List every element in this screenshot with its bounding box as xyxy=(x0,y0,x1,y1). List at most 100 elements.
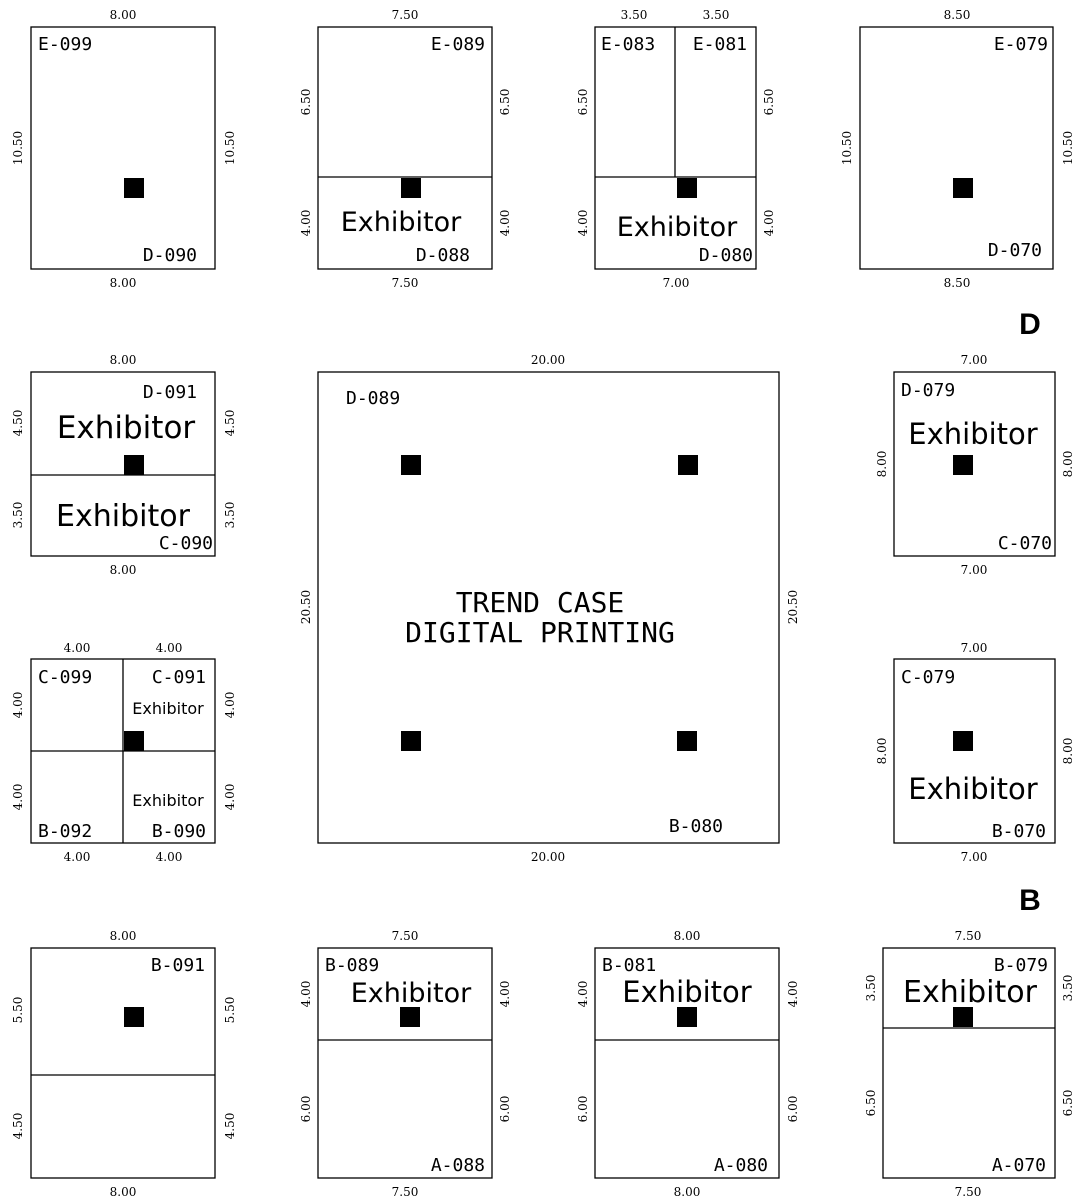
dimension-bottom: 7.50 xyxy=(392,276,419,290)
booth-d091-c090[interactable]: D-091 Exhibitor Exhibitor C-090 8.00 8.0… xyxy=(11,353,237,577)
column-marker xyxy=(677,731,697,751)
exhibitor-name-line2: DIGITAL PRINTING xyxy=(405,616,675,649)
dimension-right-lower: 4.50 xyxy=(223,1113,237,1140)
dimension-top-left: 3.50 xyxy=(621,8,648,22)
booth-code-e099: E-099 xyxy=(38,34,92,55)
exhibitor-label: Exhibitor xyxy=(617,212,738,243)
dimension-top: 8.00 xyxy=(110,929,137,943)
dimension-left-upper: 3.50 xyxy=(864,975,878,1002)
dimension-bottom: 7.50 xyxy=(392,1185,419,1199)
booth-code-b092: B-092 xyxy=(38,821,92,842)
booth-outline xyxy=(317,26,493,270)
column-marker xyxy=(124,1007,144,1027)
booth-outline xyxy=(859,26,1054,270)
dimension-bottom: 20.00 xyxy=(531,850,565,864)
dimension-top: 7.00 xyxy=(961,353,988,367)
dimension-left-lower: 4.50 xyxy=(11,1113,25,1140)
dimension-bottom: 8.50 xyxy=(944,276,971,290)
booth-c099-c091-b092-b090[interactable]: C-099 C-091 Exhibitor Exhibitor B-092 B-… xyxy=(11,641,237,864)
booth-d079-c070[interactable]: D-079 Exhibitor C-070 7.00 7.00 8.00 8.0… xyxy=(875,353,1075,577)
dimension-right-upper: 4.00 xyxy=(498,981,512,1008)
dimension-bottom: 7.00 xyxy=(961,563,988,577)
dimension-right: 10.50 xyxy=(1061,131,1075,165)
booth-code-d090: D-090 xyxy=(143,245,197,266)
column-marker xyxy=(678,455,698,475)
dimension-top: 7.00 xyxy=(961,641,988,655)
dimension-bottom: 7.50 xyxy=(955,1185,982,1199)
section-label-b: B xyxy=(1019,884,1041,917)
booth-e083-e081-d080[interactable]: E-083 E-081 Exhibitor D-080 3.50 3.50 7.… xyxy=(576,8,776,290)
booth-code-b079: B-079 xyxy=(994,955,1048,976)
booth-b081-a080[interactable]: B-081 Exhibitor A-080 8.00 8.00 4.00 4.0… xyxy=(576,929,800,1199)
dimension-right-lower: 4.00 xyxy=(498,210,512,237)
dimension-left-upper: 4.00 xyxy=(576,981,590,1008)
booth-e089-d088[interactable]: E-089 Exhibitor D-088 7.50 7.50 6.50 6.5… xyxy=(299,8,512,290)
booth-outline xyxy=(317,947,493,1179)
booth-b091[interactable]: B-091 8.00 8.00 5.50 5.50 4.50 4.50 xyxy=(11,929,237,1199)
dimension-right: 20.50 xyxy=(786,590,800,624)
booth-outline xyxy=(30,947,216,1179)
booth-code-d089: D-089 xyxy=(346,388,400,409)
dimension-right-lower: 4.00 xyxy=(223,784,237,811)
booth-e079-d070[interactable]: E-079 D-070 8.50 8.50 10.50 10.50 xyxy=(840,8,1075,290)
dimension-bottom: 7.00 xyxy=(663,276,690,290)
exhibitor-label: Exhibitor xyxy=(341,207,462,238)
island-booth-d089-b080[interactable]: D-089 TREND CASE DIGITAL PRINTING B-080 … xyxy=(299,353,800,864)
column-marker xyxy=(124,731,144,751)
dimension-left: 20.50 xyxy=(299,590,313,624)
dimension-left-lower: 4.00 xyxy=(299,210,313,237)
booth-e099-d090[interactable]: E-099 D-090 8.00 8.00 10.50 10.50 xyxy=(11,8,237,290)
dimension-bottom: 8.00 xyxy=(110,276,137,290)
booth-code-b090: B-090 xyxy=(152,821,206,842)
dimension-right-upper: 6.50 xyxy=(762,89,776,116)
dimension-left-upper: 6.50 xyxy=(299,89,313,116)
booth-b089-a088[interactable]: B-089 Exhibitor A-088 7.50 7.50 4.00 4.0… xyxy=(299,929,512,1199)
booth-code-a080: A-080 xyxy=(714,1155,768,1176)
booth-code-b080: B-080 xyxy=(669,816,723,837)
dimension-bottom: 7.00 xyxy=(961,850,988,864)
column-marker xyxy=(401,455,421,475)
booth-b079-a070[interactable]: B-079 Exhibitor A-070 7.50 7.50 3.50 3.5… xyxy=(864,929,1075,1199)
dimension-right: 8.00 xyxy=(1061,451,1075,478)
exhibitor-label: Exhibitor xyxy=(908,417,1038,451)
column-marker xyxy=(401,731,421,751)
dimension-top: 8.00 xyxy=(110,8,137,22)
exhibitor-label: Exhibitor xyxy=(908,772,1038,806)
booth-outline xyxy=(594,947,780,1179)
dimension-left: 10.50 xyxy=(840,131,854,165)
booth-code-d079: D-079 xyxy=(901,380,955,401)
booth-code-c090: C-090 xyxy=(159,533,213,554)
booth-code-b070: B-070 xyxy=(992,821,1046,842)
section-label-d: D xyxy=(1019,308,1041,341)
booth-outline xyxy=(893,371,1056,557)
dimension-top-left: 4.00 xyxy=(64,641,91,655)
dimension-top: 8.00 xyxy=(674,929,701,943)
exhibitor-label-top: Exhibitor xyxy=(132,699,204,718)
dimension-right-lower: 3.50 xyxy=(223,502,237,529)
dimension-left-lower: 6.50 xyxy=(864,1090,878,1117)
dimension-left-upper: 4.00 xyxy=(11,692,25,719)
dimension-right-upper: 6.50 xyxy=(498,89,512,116)
booth-c079-b070[interactable]: C-079 Exhibitor B-070 7.00 7.00 8.00 8.0… xyxy=(875,641,1075,864)
dimension-left: 8.00 xyxy=(875,738,889,765)
dimension-top: 20.00 xyxy=(531,353,565,367)
dimension-top-right: 3.50 xyxy=(703,8,730,22)
exhibitor-label: Exhibitor xyxy=(622,975,752,1009)
dimension-left: 8.00 xyxy=(875,451,889,478)
dimension-left-upper: 5.50 xyxy=(11,997,25,1024)
booth-code-c099: C-099 xyxy=(38,667,92,688)
dimension-left-lower: 6.00 xyxy=(576,1096,590,1123)
column-marker xyxy=(953,731,973,751)
dimension-left-upper: 4.00 xyxy=(299,981,313,1008)
dimension-left: 10.50 xyxy=(11,131,25,165)
booth-code-e079: E-079 xyxy=(994,34,1048,55)
dimension-right-lower: 6.00 xyxy=(498,1096,512,1123)
exhibitor-label-bottom: Exhibitor xyxy=(56,499,191,534)
column-marker xyxy=(400,1007,420,1027)
dimension-right-upper: 4.00 xyxy=(786,981,800,1008)
dimension-bottom: 8.00 xyxy=(110,563,137,577)
dimension-left-lower: 6.00 xyxy=(299,1096,313,1123)
dimension-top: 7.50 xyxy=(392,8,419,22)
dimension-right-lower: 6.00 xyxy=(786,1096,800,1123)
booth-outline xyxy=(30,371,216,557)
